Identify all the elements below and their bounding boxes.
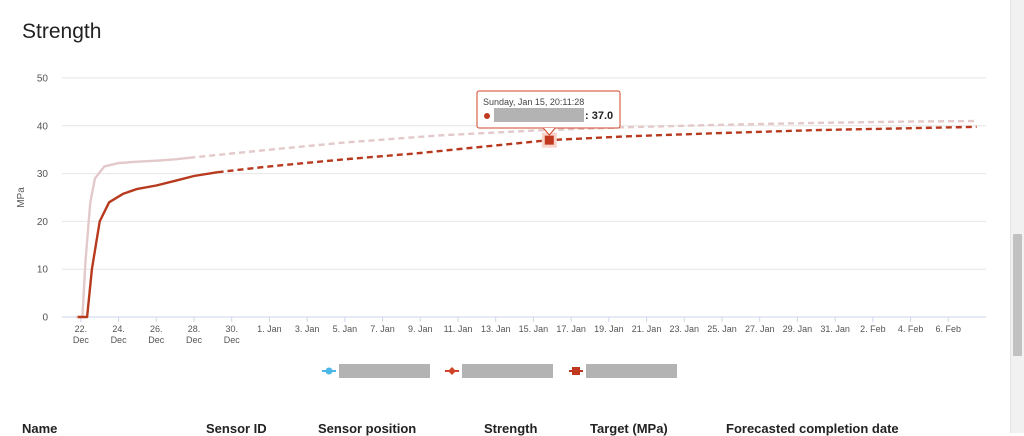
legend-name-redacted-1 bbox=[462, 364, 553, 378]
column-header-forecasted-completion-date[interactable]: Forecasted completion date bbox=[726, 421, 899, 436]
y-tick-label-10: 10 bbox=[37, 265, 49, 276]
x-tick-label: 29. Jan bbox=[783, 324, 813, 334]
column-header-strength[interactable]: Strength bbox=[484, 421, 538, 436]
x-tick-label: 30. Dec bbox=[224, 324, 241, 345]
y-tick-label-20: 20 bbox=[37, 217, 49, 228]
column-header-sensor-id[interactable]: Sensor ID bbox=[206, 421, 267, 436]
x-tick-label: 7. Jan bbox=[370, 324, 395, 334]
series-lines bbox=[76, 119, 977, 319]
x-tick-label: 13. Jan bbox=[481, 324, 511, 334]
y-axis-title: MPa bbox=[16, 187, 27, 208]
series-0-measured-line bbox=[76, 156, 190, 319]
x-tick-label: 23. Jan bbox=[670, 324, 700, 334]
x-tick-label: 17. Jan bbox=[556, 324, 586, 334]
y-tick-label-50: 50 bbox=[37, 74, 49, 85]
column-header-sensor-position[interactable]: Sensor position bbox=[318, 421, 417, 436]
x-tick-label: 1. Jan bbox=[257, 324, 282, 334]
tooltip-header: Sunday, Jan 15, 20:11:28 bbox=[483, 97, 584, 107]
strength-chart: 0 10 20 30 40 50 MPa 22. Dec 24. Dec 26. Dec 28. Dec 3… bbox=[16, 74, 986, 378]
chart-legend bbox=[322, 364, 677, 378]
tooltip-pointer bbox=[542, 127, 556, 136]
x-tick-label: 19. Jan bbox=[594, 324, 624, 334]
x-tick-label: 2. Feb bbox=[860, 324, 886, 334]
x-tick-label: 11. Jan bbox=[444, 324, 473, 334]
tooltip-value: : 37.0 bbox=[585, 110, 613, 122]
x-tick-label: 3. Jan bbox=[295, 324, 320, 334]
x-tick-label: 5. Jan bbox=[333, 324, 358, 334]
column-header-target[interactable]: Target (MPa) bbox=[590, 421, 668, 436]
x-tick-label: 6. Feb bbox=[936, 324, 962, 334]
y-tick-label-30: 30 bbox=[37, 169, 49, 180]
x-tick-label: 22. Dec bbox=[73, 324, 90, 345]
x-tick-label: 21. Jan bbox=[632, 324, 662, 334]
x-tick-label: 4. Feb bbox=[898, 324, 924, 334]
table-header: Name Sensor ID Sensor position Strength … bbox=[0, 421, 1010, 436]
legend-name-redacted-2 bbox=[586, 364, 677, 378]
tooltip-series-marker bbox=[484, 113, 490, 119]
legend-marker-square-icon bbox=[572, 367, 580, 375]
series-1-forecast-line bbox=[217, 125, 977, 174]
y-tick-label-40: 40 bbox=[37, 121, 49, 132]
x-axis: 22. Dec 24. Dec 26. Dec 28. Dec 30. Dec 1. Jan 3. J… bbox=[62, 316, 986, 345]
x-tick-label: 9. Jan bbox=[408, 324, 433, 334]
x-tick-label: 27. Jan bbox=[745, 324, 775, 334]
legend-marker-circle-icon bbox=[325, 367, 333, 375]
page-scrollbar[interactable] bbox=[1010, 0, 1024, 433]
series-0-forecast-line bbox=[189, 119, 977, 159]
x-tick-label: 31. Jan bbox=[820, 324, 850, 334]
y-axis: 0 10 20 30 40 50 MPa bbox=[16, 74, 48, 324]
legend-name-redacted-0 bbox=[339, 364, 430, 378]
scrollbar-thumb[interactable] bbox=[1013, 234, 1022, 356]
page-title: Strength bbox=[22, 20, 102, 43]
x-tick-label: 24. Dec bbox=[111, 324, 128, 345]
chart-tooltip: Sunday, Jan 15, 20:11:28: 37.0 bbox=[476, 90, 621, 148]
x-tick-label: 25. Jan bbox=[707, 324, 737, 334]
x-tick-label: 26. Dec bbox=[148, 324, 165, 345]
column-header-name[interactable]: Name bbox=[22, 421, 58, 436]
y-tick-label-0: 0 bbox=[42, 313, 48, 324]
series-1-measured-line bbox=[77, 171, 218, 319]
x-tick-label: 28. Dec bbox=[186, 324, 203, 345]
tooltip-series-name-redacted bbox=[494, 108, 584, 122]
x-tick-label: 15. Jan bbox=[519, 324, 549, 334]
highlighted-point bbox=[541, 132, 557, 148]
legend-marker-diamond-icon bbox=[448, 367, 456, 375]
